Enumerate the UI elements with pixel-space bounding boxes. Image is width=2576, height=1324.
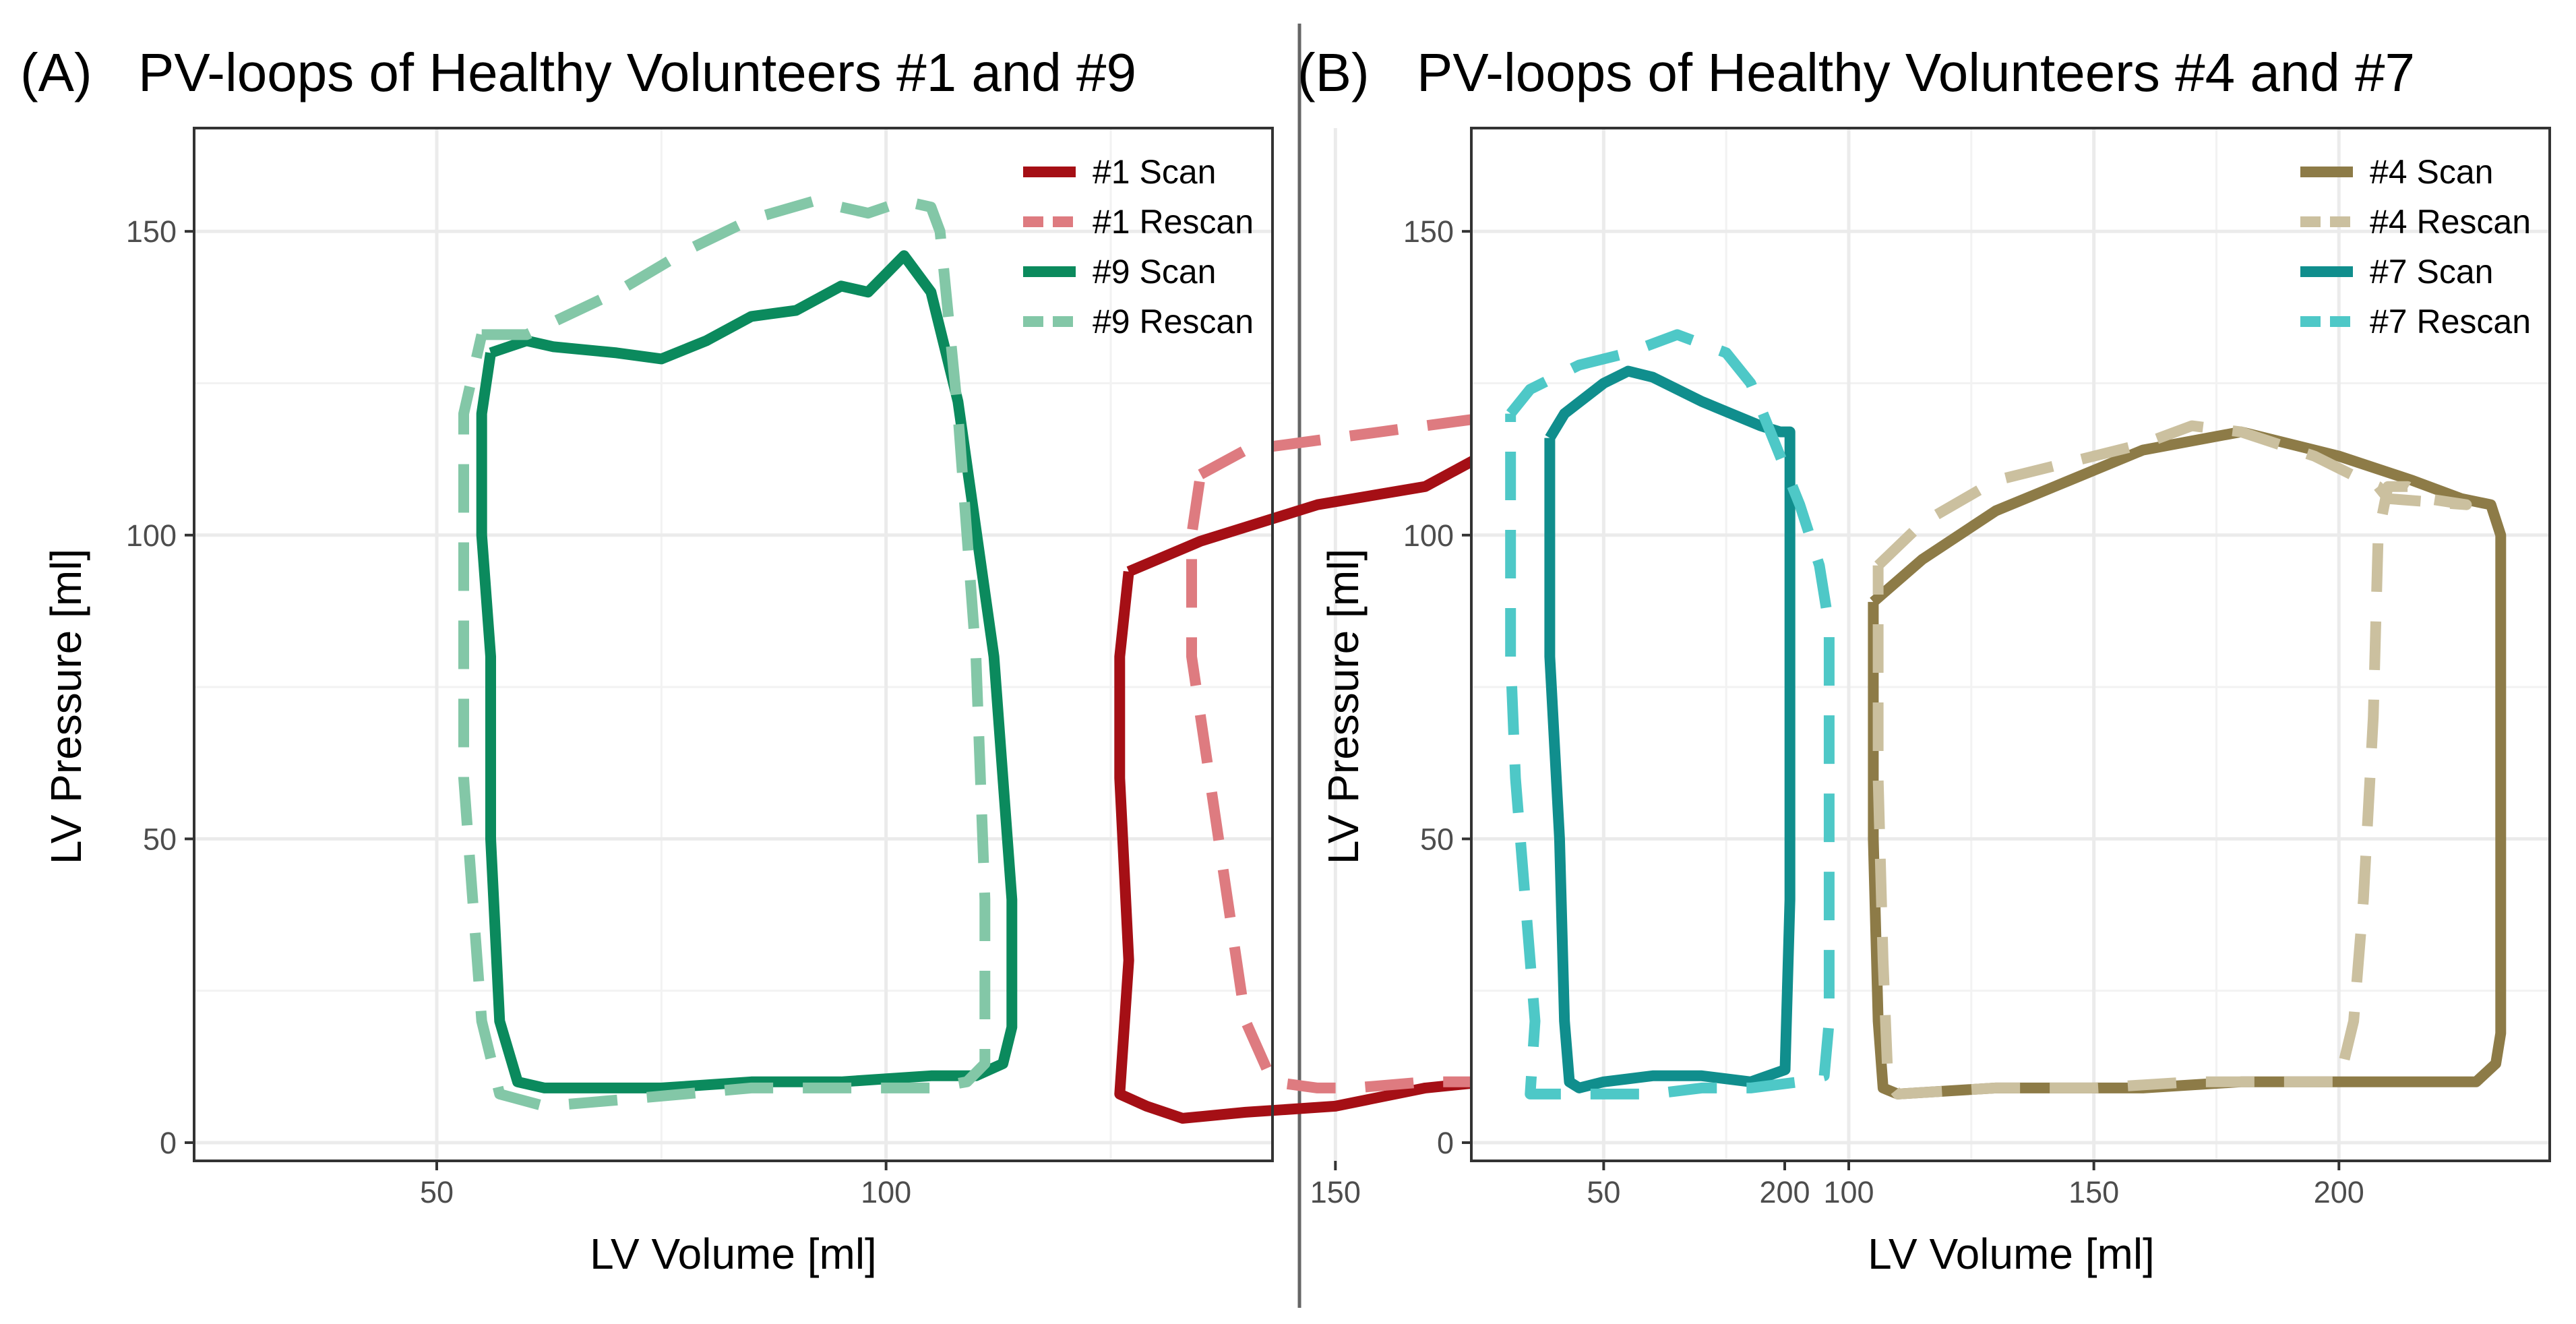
panel-b-legend-label-3: #7 Rescan bbox=[2370, 303, 2531, 340]
panel-b-legend-label-0: #4 Scan bbox=[2370, 153, 2493, 191]
panel-a-legend-label-2: #9 Scan bbox=[1093, 253, 1216, 291]
panel-a: (A) PV-loops of Healthy Volunteers #1 an… bbox=[20, 42, 2051, 1278]
panel-b-plot-border bbox=[1470, 127, 2551, 1162]
panel-b-series-4-scan-line bbox=[1868, 426, 2507, 1100]
panel-a-legend-label-3: #9 Rescan bbox=[1093, 303, 1254, 340]
panel-b-series-4-rescan-line bbox=[1872, 420, 2472, 1100]
panel-b-x-tick-label: 50 bbox=[1587, 1175, 1620, 1209]
panel-a-plot-border bbox=[193, 127, 1274, 1162]
panel-a-series-9-scan-line bbox=[476, 250, 1018, 1093]
panel-b-title: PV-loops of Healthy Volunteers #4 and #7 bbox=[1417, 42, 2415, 102]
panel-a-title: PV-loops of Healthy Volunteers #1 and #9 bbox=[138, 42, 1136, 102]
panel-b-x-axis-title: LV Volume [ml] bbox=[1868, 1230, 2155, 1278]
panel-b-legend-label-2: #7 Scan bbox=[2370, 253, 2493, 291]
panel-a-y-tick-label: 100 bbox=[126, 518, 177, 553]
panel-a-y-tick-label: 0 bbox=[160, 1126, 177, 1160]
panel-a-y-tick-label: 50 bbox=[143, 822, 177, 856]
panel-a-x-tick-label: 150 bbox=[1310, 1175, 1361, 1209]
panel-a-x-tick-label: 100 bbox=[861, 1175, 911, 1209]
panel-b-series-7-scan-line bbox=[1544, 365, 1796, 1093]
panel-a-y-axis-title: LV Pressure [ml] bbox=[42, 549, 90, 864]
panel-b-y-tick-label: 150 bbox=[1403, 214, 1454, 249]
panel-b-y-tick-label: 0 bbox=[1437, 1126, 1454, 1160]
panel-b-legend-label-1: #4 Rescan bbox=[2370, 203, 2531, 241]
panel-b: (B) PV-loops of Healthy Volunteers #4 an… bbox=[1297, 42, 2551, 1278]
panel-a-x-axis-title: LV Volume [ml] bbox=[590, 1230, 877, 1278]
panel-b-x-tick-label: 100 bbox=[1823, 1175, 1874, 1209]
panel-b-y-tick-label: 50 bbox=[1420, 822, 1454, 856]
panel-a-x-tick-label: 200 bbox=[1759, 1175, 1810, 1209]
panel-b-series-7-rescan-line bbox=[1505, 329, 1835, 1100]
panel-b-y-axis-title: LV Pressure [ml] bbox=[1319, 549, 1368, 864]
panel-b-y-tick-label: 100 bbox=[1403, 518, 1454, 553]
panel-b-x-tick-label: 150 bbox=[2068, 1175, 2119, 1209]
panel-a-label: (A) bbox=[20, 42, 92, 102]
panel-b-x-tick-label: 200 bbox=[2314, 1175, 2364, 1209]
panel-a-y-tick-label: 150 bbox=[126, 214, 177, 249]
panel-a-series-9-rescan-line bbox=[458, 195, 991, 1112]
panel-b-label: (B) bbox=[1297, 42, 1370, 102]
panel-a-x-tick-label: 50 bbox=[420, 1175, 454, 1209]
panel-a-legend-label-1: #1 Rescan bbox=[1093, 203, 1254, 241]
panel-a-plot-background bbox=[194, 128, 1272, 1161]
panel-a-legend-label-0: #1 Scan bbox=[1093, 153, 1216, 191]
